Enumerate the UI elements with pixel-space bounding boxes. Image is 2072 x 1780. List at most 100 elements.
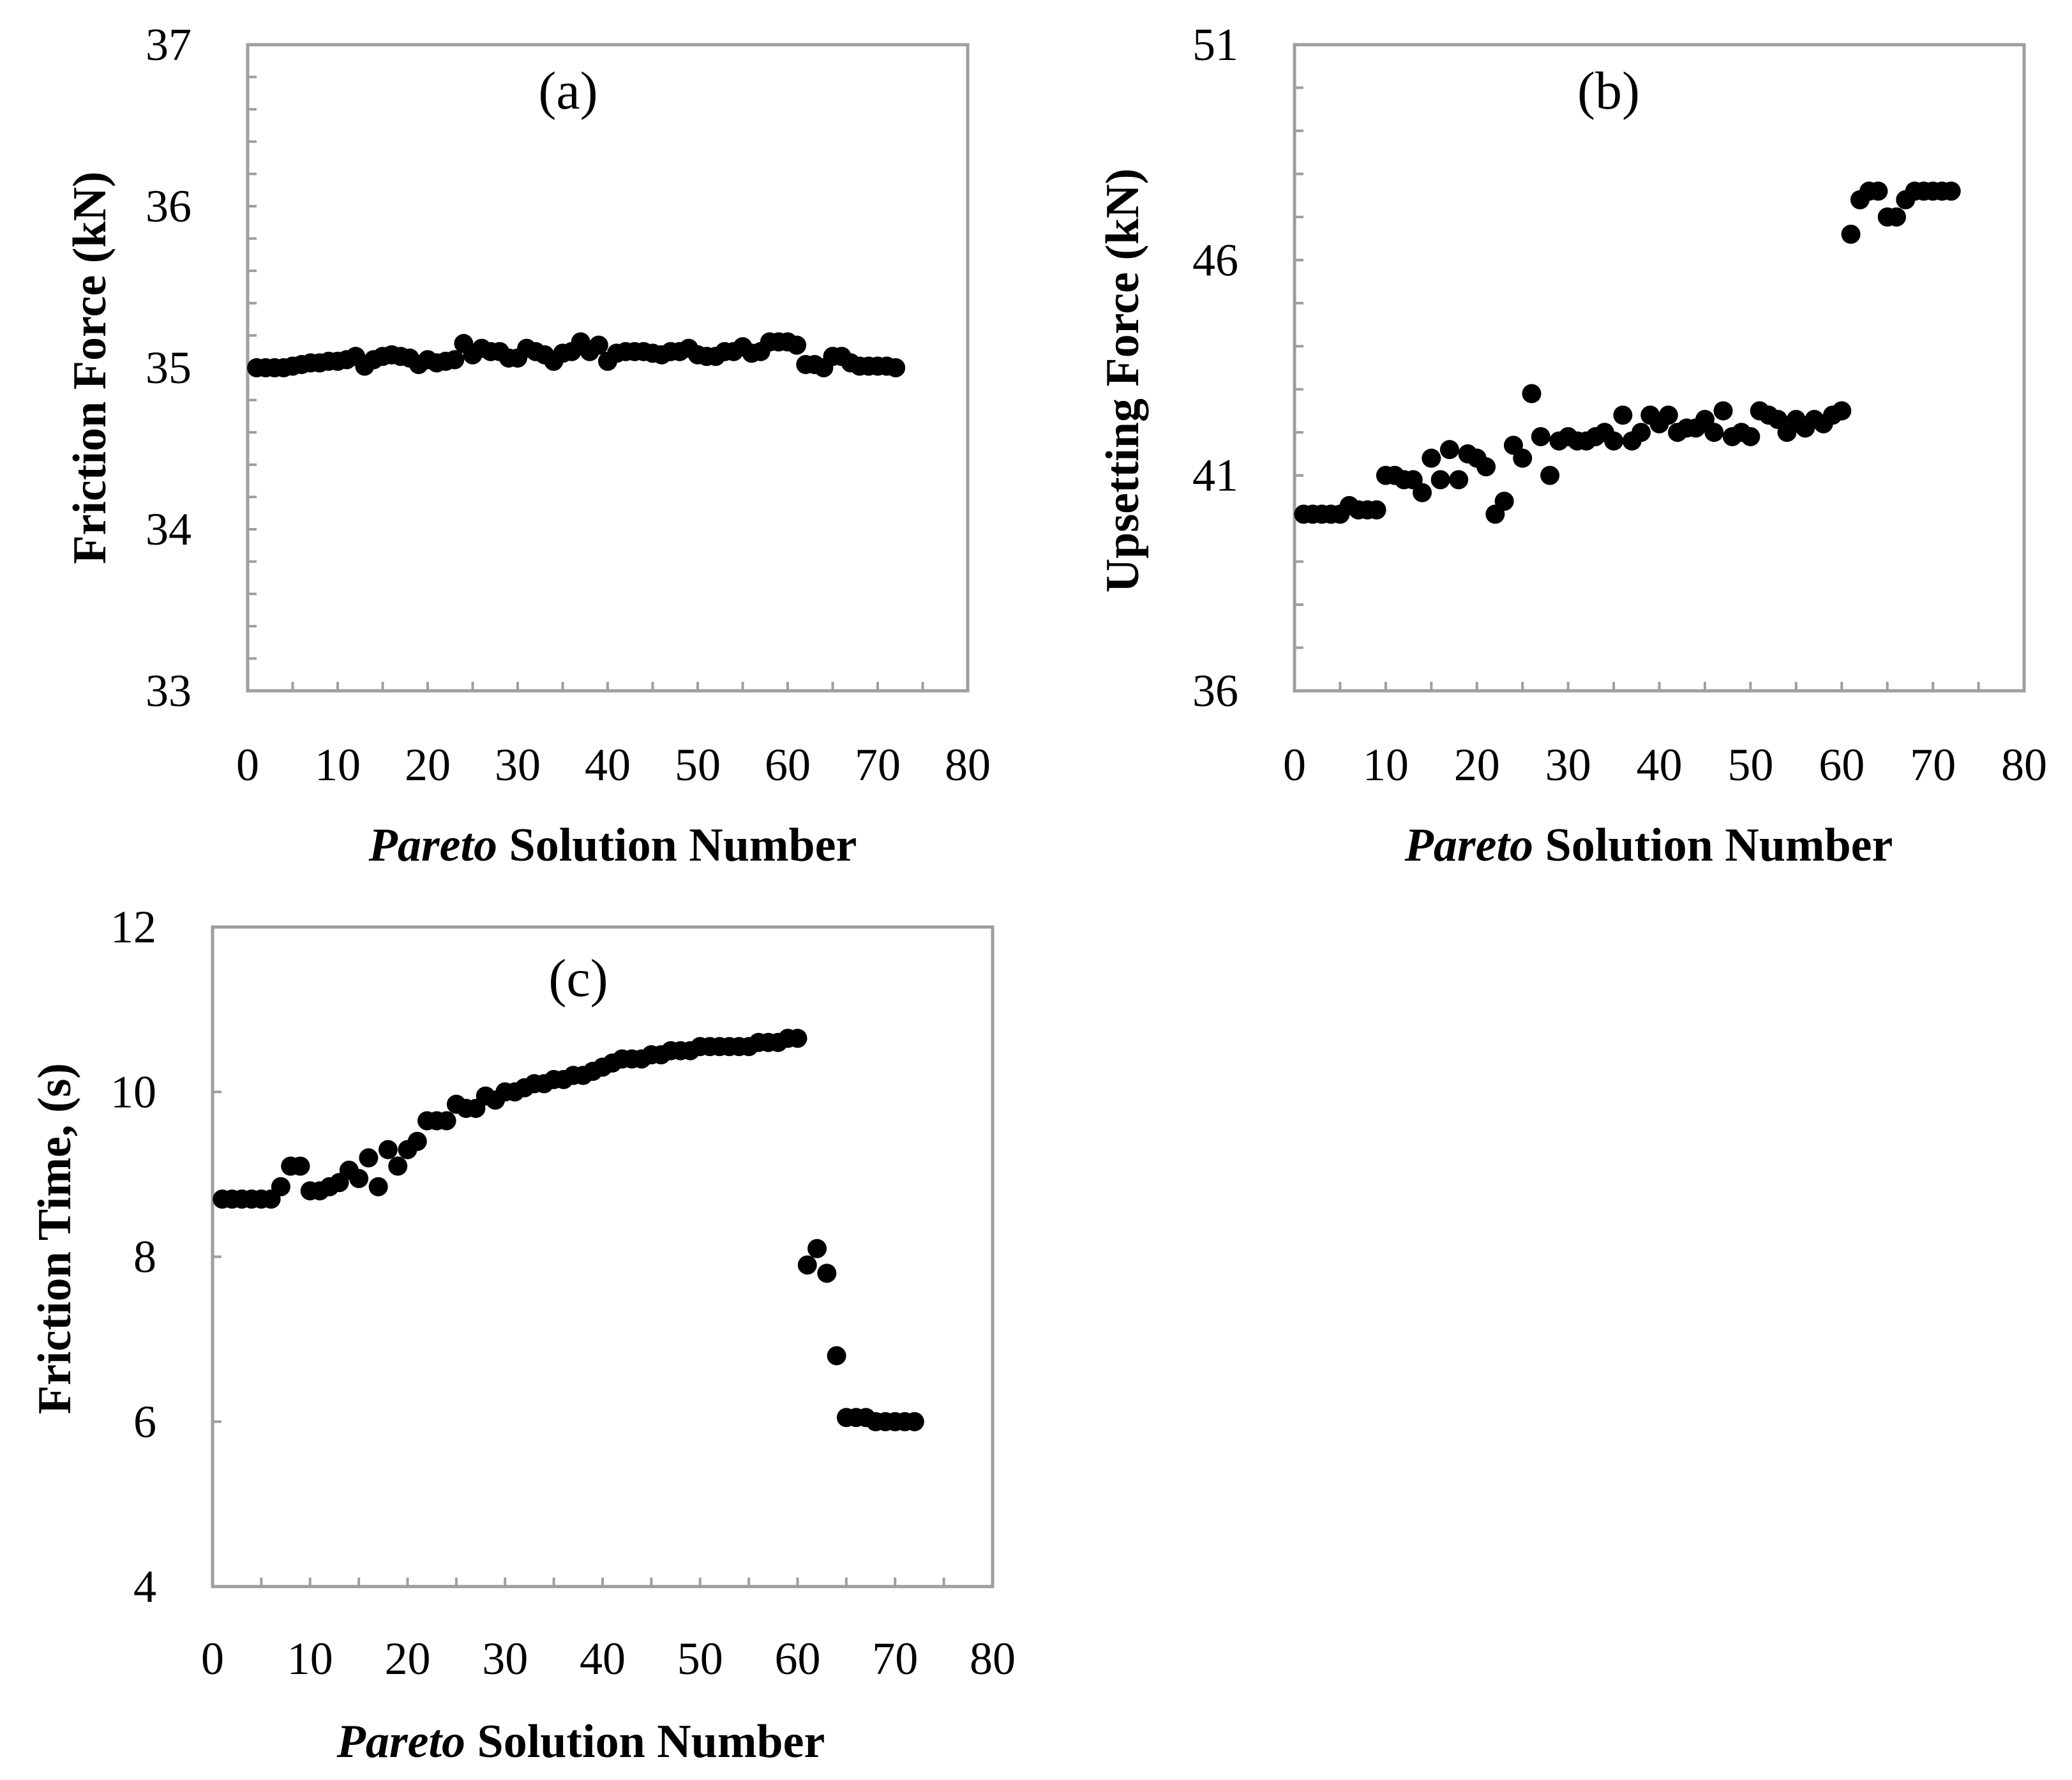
data-point xyxy=(1613,405,1633,425)
chart-panel-a: (a) Friction Force (kN) Pareto Solution … xyxy=(64,19,991,871)
y-tick-label: 37 xyxy=(146,19,191,70)
data-point xyxy=(1413,483,1432,502)
data-point xyxy=(1832,401,1852,421)
x-tick-label: 80 xyxy=(970,1633,1016,1684)
x-tick-label: 70 xyxy=(855,739,901,790)
data-point xyxy=(1886,207,1906,227)
panel-c-x-axis-title: Pareto Solution Number xyxy=(336,1716,825,1768)
panel-a-y-axis-title: Friction Force (kN) xyxy=(64,171,116,564)
data-point xyxy=(886,358,906,377)
data-point xyxy=(407,1131,427,1151)
data-point xyxy=(1367,500,1386,520)
y-tick-label: 8 xyxy=(133,1232,156,1283)
y-tick-label: 33 xyxy=(146,665,191,716)
data-point xyxy=(1941,181,1961,201)
data-point xyxy=(437,1111,456,1131)
y-tick-label: 51 xyxy=(1192,19,1238,70)
panel-c-ticks: 0 10 20 30 40 50 60 70 80 4 6 8 10 12 xyxy=(110,901,1016,1684)
data-point xyxy=(1430,470,1450,490)
x-tick-label: 40 xyxy=(585,739,631,790)
data-point xyxy=(807,1239,827,1258)
panel-b-plot-frame xyxy=(1293,43,2026,693)
data-point xyxy=(378,1140,398,1159)
data-point xyxy=(1422,448,1441,468)
y-tick-label: 46 xyxy=(1192,234,1238,285)
panel-a-label: (a) xyxy=(538,61,597,121)
x-tick-label: 50 xyxy=(675,739,721,790)
data-point xyxy=(1449,470,1469,490)
x-tick-label: 40 xyxy=(1637,739,1683,790)
data-point xyxy=(1704,423,1724,442)
data-point xyxy=(1658,405,1678,425)
data-point xyxy=(1868,181,1888,201)
data-point xyxy=(1631,423,1651,442)
x-tick-label: 0 xyxy=(236,739,259,790)
data-point xyxy=(1439,440,1459,460)
panel-c-points xyxy=(213,1029,924,1431)
data-point xyxy=(787,335,807,355)
x-tick-label: 60 xyxy=(765,739,811,790)
x-tick-label: 30 xyxy=(1545,739,1591,790)
data-point xyxy=(817,1263,837,1283)
x-tick-label: 30 xyxy=(482,1633,528,1684)
panel-b-ticks: 0 10 20 30 40 50 60 70 80 36 41 46 51 xyxy=(1192,19,2047,790)
x-tick-label: 0 xyxy=(1283,739,1306,790)
y-tick-label: 10 xyxy=(110,1066,156,1117)
x-tick-label: 30 xyxy=(495,739,541,790)
x-tick-label: 10 xyxy=(287,1633,333,1684)
x-tick-label: 80 xyxy=(945,739,991,790)
data-point xyxy=(349,1168,369,1188)
data-point xyxy=(905,1412,924,1431)
data-point xyxy=(271,1177,290,1196)
y-tick-label: 36 xyxy=(146,181,191,232)
x-tick-label: 20 xyxy=(405,739,451,790)
x-tick-label: 20 xyxy=(385,1633,431,1684)
chart-panel-b: (b) Upsetting Force (kN) Pareto Solution… xyxy=(1097,19,2047,871)
x-tick-label: 10 xyxy=(1363,739,1409,790)
data-point xyxy=(1604,431,1624,451)
data-point xyxy=(368,1177,388,1196)
y-tick-label: 12 xyxy=(110,901,156,953)
y-tick-label: 41 xyxy=(1192,450,1238,501)
chart-panel-c: (c) Friction Time, (s) Pareto Solution N… xyxy=(29,901,1016,1768)
data-point xyxy=(1476,457,1496,477)
data-point xyxy=(388,1156,408,1176)
data-point xyxy=(1741,426,1760,446)
x-tick-label: 50 xyxy=(1727,739,1773,790)
panel-a-x-axis-title: Pareto Solution Number xyxy=(368,819,857,871)
data-point xyxy=(1841,224,1861,244)
y-tick-label: 4 xyxy=(133,1561,156,1612)
panel-c-plot-frame xyxy=(211,925,995,1588)
data-point xyxy=(1540,465,1560,485)
y-tick-label: 35 xyxy=(146,342,191,393)
data-point xyxy=(1513,448,1533,468)
data-point xyxy=(1713,401,1733,421)
x-tick-label: 60 xyxy=(1819,739,1865,790)
x-tick-label: 60 xyxy=(775,1633,821,1684)
panel-a-ticks: 0 10 20 30 40 50 60 70 80 33 34 35 36 37 xyxy=(146,19,991,790)
panel-a-points xyxy=(247,332,906,377)
panel-c-y-axis-title: Friction Time, (s) xyxy=(29,1063,81,1414)
x-tick-label: 50 xyxy=(677,1633,723,1684)
data-point xyxy=(1494,492,1514,511)
data-point xyxy=(1522,384,1542,404)
x-tick-label: 0 xyxy=(201,1633,224,1684)
panel-c-label: (c) xyxy=(548,949,608,1008)
data-point xyxy=(788,1029,807,1048)
y-tick-label: 34 xyxy=(146,504,191,555)
x-tick-label: 80 xyxy=(2001,739,2047,790)
data-point xyxy=(445,350,465,370)
x-tick-label: 20 xyxy=(1454,739,1500,790)
y-tick-label: 6 xyxy=(133,1396,156,1447)
data-point xyxy=(290,1156,310,1176)
x-tick-label: 40 xyxy=(580,1633,626,1684)
data-point xyxy=(797,1255,817,1275)
data-point xyxy=(1531,426,1550,446)
data-point xyxy=(589,335,608,355)
data-point xyxy=(827,1346,846,1366)
x-tick-label: 70 xyxy=(872,1633,918,1684)
panel-b-y-axis-title: Upsetting Force (kN) xyxy=(1097,169,1149,593)
panel-b-label: (b) xyxy=(1577,61,1640,121)
data-point xyxy=(359,1148,379,1168)
